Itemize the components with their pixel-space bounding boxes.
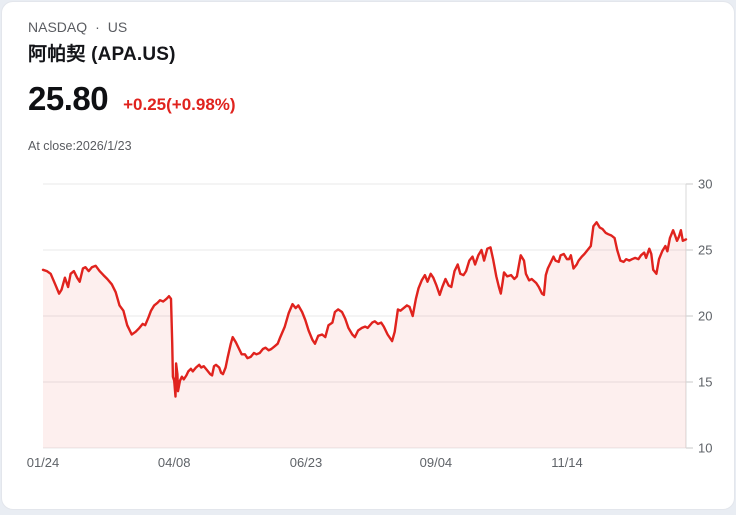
x-axis-label: 06/23 bbox=[290, 455, 323, 470]
y-axis-label: 25 bbox=[698, 243, 712, 258]
x-axis-label: 01/24 bbox=[27, 455, 60, 470]
last-price: 25.80 bbox=[28, 80, 109, 117]
stock-title: 阿帕契 (APA.US) bbox=[28, 44, 176, 65]
y-axis-label: 20 bbox=[698, 309, 712, 324]
region-label: US bbox=[107, 19, 128, 35]
as-of-label: At close:2026/1/23 bbox=[28, 139, 132, 153]
y-axis-label: 15 bbox=[698, 375, 712, 390]
separator-dot: · bbox=[95, 19, 100, 35]
price-area-fill bbox=[43, 222, 686, 448]
x-axis-label: 11/14 bbox=[551, 455, 583, 470]
price-line bbox=[41, 221, 688, 398]
exchange-label: NASDAQ bbox=[28, 19, 88, 35]
x-axis-label: 04/08 bbox=[158, 455, 191, 470]
y-axis-label: 10 bbox=[698, 441, 712, 456]
y-axis-label: 30 bbox=[698, 177, 712, 192]
price-row: 25.80 +0.25(+0.98%) bbox=[28, 80, 236, 118]
price-change: +0.25(+0.98%) bbox=[123, 95, 236, 114]
exchange-row: NASDAQ · US bbox=[28, 19, 127, 35]
x-axis-label: 09/04 bbox=[420, 455, 453, 470]
